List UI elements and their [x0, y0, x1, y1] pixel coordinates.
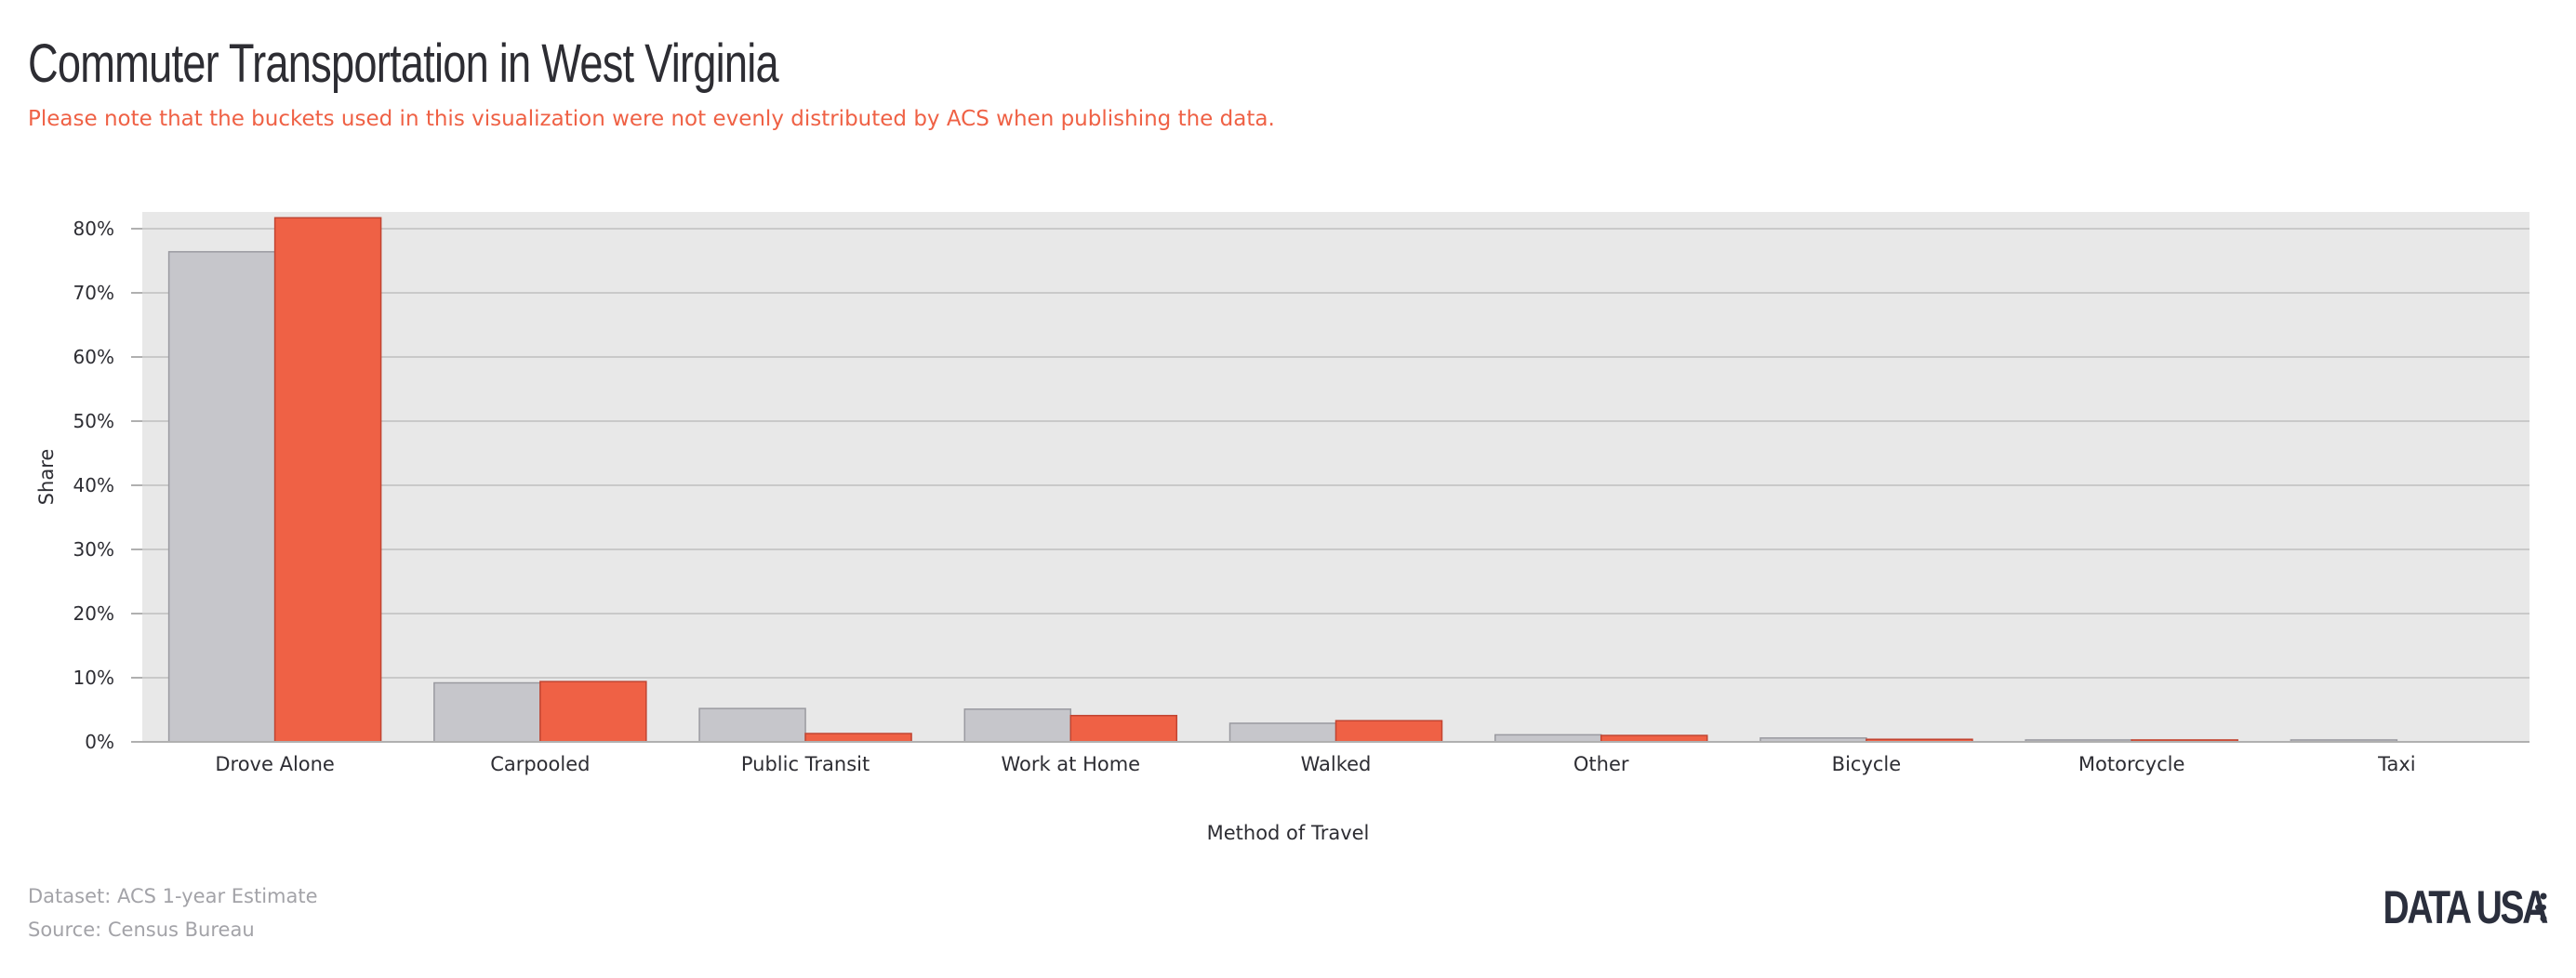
- y-tick-label: 10%: [73, 667, 114, 689]
- y-tick-label: 0%: [85, 731, 114, 753]
- x-tick-label: Taxi: [2377, 753, 2415, 775]
- y-tick-label: 20%: [73, 602, 114, 625]
- brand-logo-text: DATA USA: [2383, 881, 2548, 933]
- x-tick-label: Motorcycle: [2078, 753, 2185, 775]
- bar-gray-public-transit[interactable]: [698, 707, 806, 743]
- x-tick-label: Other: [1573, 753, 1629, 775]
- y-tick-label: 80%: [73, 218, 114, 240]
- y-tick-label: 70%: [73, 282, 114, 304]
- x-axis-ticks: Drove Alone Carpooled Public Transit Work a…: [215, 753, 2415, 775]
- y-axis-title: Share: [35, 449, 58, 506]
- bar-red-other[interactable]: [1600, 734, 1708, 743]
- gridlines: [142, 228, 2530, 679]
- x-tick-label: Public Transit: [741, 753, 870, 775]
- y-axis-ticks: 0% 10% 20% 30% 40% 50% 60% 70% 80%: [73, 218, 142, 753]
- data-usa-dots-icon: [2535, 892, 2547, 922]
- page-title: Commuter Transportation in West Virginia: [28, 33, 779, 94]
- y-tick-label: 40%: [73, 474, 114, 496]
- bar-gray-work-at-home[interactable]: [963, 708, 1072, 743]
- bar-red-public-transit[interactable]: [804, 733, 912, 743]
- bars: [167, 217, 2398, 743]
- x-axis-title: Method of Travel: [1207, 822, 1370, 844]
- bar-red-work-at-home[interactable]: [1069, 714, 1178, 743]
- x-tick-label: Walked: [1301, 753, 1372, 775]
- x-tick-label: Carpooled: [490, 753, 590, 775]
- x-tick-label: Work at Home: [1001, 753, 1140, 775]
- footer-dataset: Dataset: ACS 1-year Estimate: [28, 885, 318, 907]
- bar-gray-drove-alone[interactable]: [167, 251, 276, 743]
- bar-red-carpooled[interactable]: [539, 681, 647, 743]
- bar-red-walked[interactable]: [1334, 720, 1443, 743]
- y-tick-label: 30%: [73, 538, 114, 561]
- bar-gray-carpooled[interactable]: [433, 681, 541, 743]
- y-tick-label: 60%: [73, 346, 114, 368]
- plot-background: [142, 212, 2530, 742]
- data-usa-logo[interactable]: DATA USA: [2337, 881, 2548, 933]
- x-tick-label: Bicycle: [1832, 753, 1902, 775]
- bar-gray-walked[interactable]: [1228, 722, 1337, 743]
- x-tick-label: Drove Alone: [215, 753, 335, 775]
- bar-gray-other[interactable]: [1494, 734, 1602, 743]
- footer-source: Source: Census Bureau: [28, 919, 255, 941]
- y-tick-label: 50%: [73, 410, 114, 432]
- page-subtitle: Please note that the buckets used in thi…: [28, 107, 1275, 131]
- bar-red-drove-alone[interactable]: [273, 217, 382, 743]
